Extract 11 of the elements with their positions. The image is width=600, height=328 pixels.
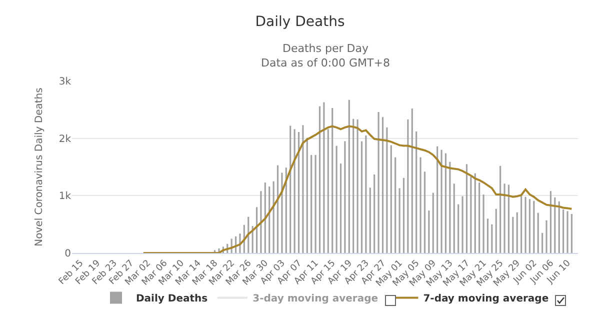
line-series [142, 125, 573, 253]
y-tick-label: 0 [64, 248, 71, 260]
y-tick-label: 1k [58, 191, 72, 202]
legend-label: Daily Deaths [136, 294, 208, 305]
y-tick-label: 3k [58, 76, 72, 88]
y-axis-title: Novel Coronavirus Daily Deaths [34, 88, 45, 246]
chart-subtitle: Deaths per Day Data as of 0:00 GMT+8 [261, 42, 390, 70]
chart-title: Daily Deaths [255, 14, 345, 30]
legend-label: 7-day moving average [423, 294, 549, 305]
legend-label: 3-day moving average [252, 294, 378, 305]
y-tick-label: 2k [58, 134, 72, 145]
